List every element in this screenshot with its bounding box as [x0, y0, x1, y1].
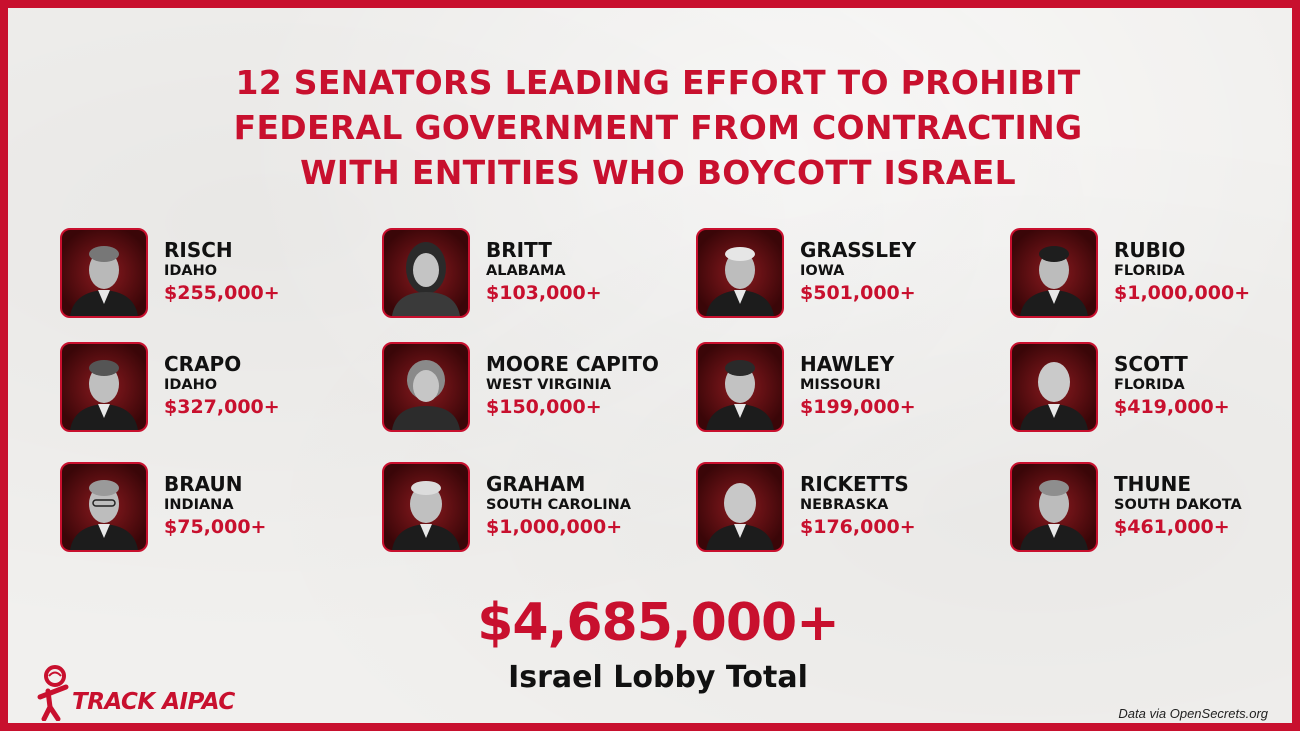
senator-name: RICKETTS — [800, 472, 909, 496]
senator-card: RISCH IDAHO $255,000+ — [60, 228, 370, 318]
portrait-silhouette-icon — [1020, 246, 1088, 316]
senator-portrait — [382, 228, 470, 318]
senator-portrait — [382, 342, 470, 432]
senator-amount: $103,000+ — [486, 282, 602, 304]
senator-amount: $176,000+ — [800, 516, 916, 538]
senator-state: IDAHO — [164, 263, 218, 279]
senator-amount: $501,000+ — [800, 282, 916, 304]
senator-name: BRITT — [486, 238, 552, 262]
senator-grid: RISCH IDAHO $255,000+ BRITT ALABAMA $103… — [60, 228, 1290, 558]
senator-card: THUNE SOUTH DAKOTA $461,000+ — [1010, 462, 1292, 552]
senator-amount: $327,000+ — [164, 396, 280, 418]
portrait-silhouette-icon — [70, 360, 138, 430]
senator-card: RUBIO FLORIDA $1,000,000+ — [1010, 228, 1292, 318]
senator-card: BRAUN INDIANA $75,000+ — [60, 462, 370, 552]
senator-state: INDIANA — [164, 497, 234, 513]
headline-line: WITH ENTITIES WHO BOYCOTT ISRAEL — [300, 153, 1016, 192]
senator-amount: $150,000+ — [486, 396, 602, 418]
senator-state: NEBRASKA — [800, 497, 889, 513]
senator-card: SCOTT FLORIDA $419,000+ — [1010, 342, 1292, 432]
headline: 12 SENATORS LEADING EFFORT TO PROHIBIT F… — [158, 60, 1158, 195]
portrait-silhouette-icon — [392, 242, 460, 316]
total-label: Israel Lobby Total — [508, 660, 808, 695]
portrait-silhouette-icon — [392, 360, 460, 430]
senator-name: RUBIO — [1114, 238, 1186, 262]
senator-state: WEST VIRGINIA — [486, 377, 612, 393]
senator-card: MOORE CAPITO WEST VIRGINIA $150,000+ — [382, 342, 692, 432]
senator-amount: $1,000,000+ — [486, 516, 623, 538]
senator-name: THUNE — [1114, 472, 1192, 496]
senator-portrait — [1010, 462, 1098, 552]
logo-text: TRACK AIPAC — [72, 689, 235, 715]
senator-portrait — [382, 462, 470, 552]
senator-portrait — [696, 228, 784, 318]
senator-card: GRAHAM SOUTH CAROLINA $1,000,000+ — [382, 462, 692, 552]
senator-state: SOUTH DAKOTA — [1114, 497, 1242, 513]
senator-state: FLORIDA — [1114, 263, 1185, 279]
senator-portrait — [696, 462, 784, 552]
senator-name: BRAUN — [164, 472, 243, 496]
senator-state: SOUTH CAROLINA — [486, 497, 631, 513]
senator-name: GRAHAM — [486, 472, 586, 496]
senator-amount: $199,000+ — [800, 396, 916, 418]
senator-portrait — [696, 342, 784, 432]
senator-portrait — [60, 462, 148, 552]
portrait-silhouette-icon — [70, 246, 138, 316]
portrait-silhouette-icon — [392, 481, 460, 550]
portrait-silhouette-icon — [706, 483, 774, 550]
senator-portrait — [1010, 342, 1098, 432]
headline-line: FEDERAL GOVERNMENT FROM CONTRACTING — [233, 108, 1083, 147]
total-amount: $4,685,000+ — [477, 593, 840, 653]
senator-amount: $1,000,000+ — [1114, 282, 1251, 304]
senator-card: RICKETTS NEBRASKA $176,000+ — [696, 462, 1006, 552]
portrait-silhouette-icon — [1020, 362, 1088, 430]
portrait-silhouette-icon — [1020, 480, 1088, 550]
senator-amount: $75,000+ — [164, 516, 267, 538]
senator-state: FLORIDA — [1114, 377, 1185, 393]
track-aipac-logo: TRACK AIPAC — [36, 663, 256, 723]
senator-card: HAWLEY MISSOURI $199,000+ — [696, 342, 1006, 432]
senator-state: ALABAMA — [486, 263, 566, 279]
senator-state: IDAHO — [164, 377, 218, 393]
senator-card: GRASSLEY IOWA $501,000+ — [696, 228, 1006, 318]
senator-portrait — [60, 342, 148, 432]
senator-portrait — [1010, 228, 1098, 318]
portrait-silhouette-icon — [706, 247, 774, 316]
senator-amount: $419,000+ — [1114, 396, 1230, 418]
senator-name: RISCH — [164, 238, 233, 262]
senator-state: MISSOURI — [800, 377, 881, 393]
portrait-silhouette-icon — [706, 360, 774, 430]
magnifier-person-icon — [37, 665, 69, 721]
senator-name: HAWLEY — [800, 352, 895, 376]
senator-name: CRAPO — [164, 352, 242, 376]
senator-portrait — [60, 228, 148, 318]
senator-name: SCOTT — [1114, 352, 1188, 376]
portrait-silhouette-icon — [70, 480, 138, 550]
senator-amount: $255,000+ — [164, 282, 280, 304]
senator-card: BRITT ALABAMA $103,000+ — [382, 228, 692, 318]
senator-card: CRAPO IDAHO $327,000+ — [60, 342, 370, 432]
data-source: Data via OpenSecrets.org — [1118, 706, 1268, 721]
senator-state: IOWA — [800, 263, 845, 279]
senator-name: MOORE CAPITO — [486, 352, 659, 376]
senator-amount: $461,000+ — [1114, 516, 1230, 538]
senator-name: GRASSLEY — [800, 238, 917, 262]
headline-line: 12 SENATORS LEADING EFFORT TO PROHIBIT — [235, 63, 1081, 102]
